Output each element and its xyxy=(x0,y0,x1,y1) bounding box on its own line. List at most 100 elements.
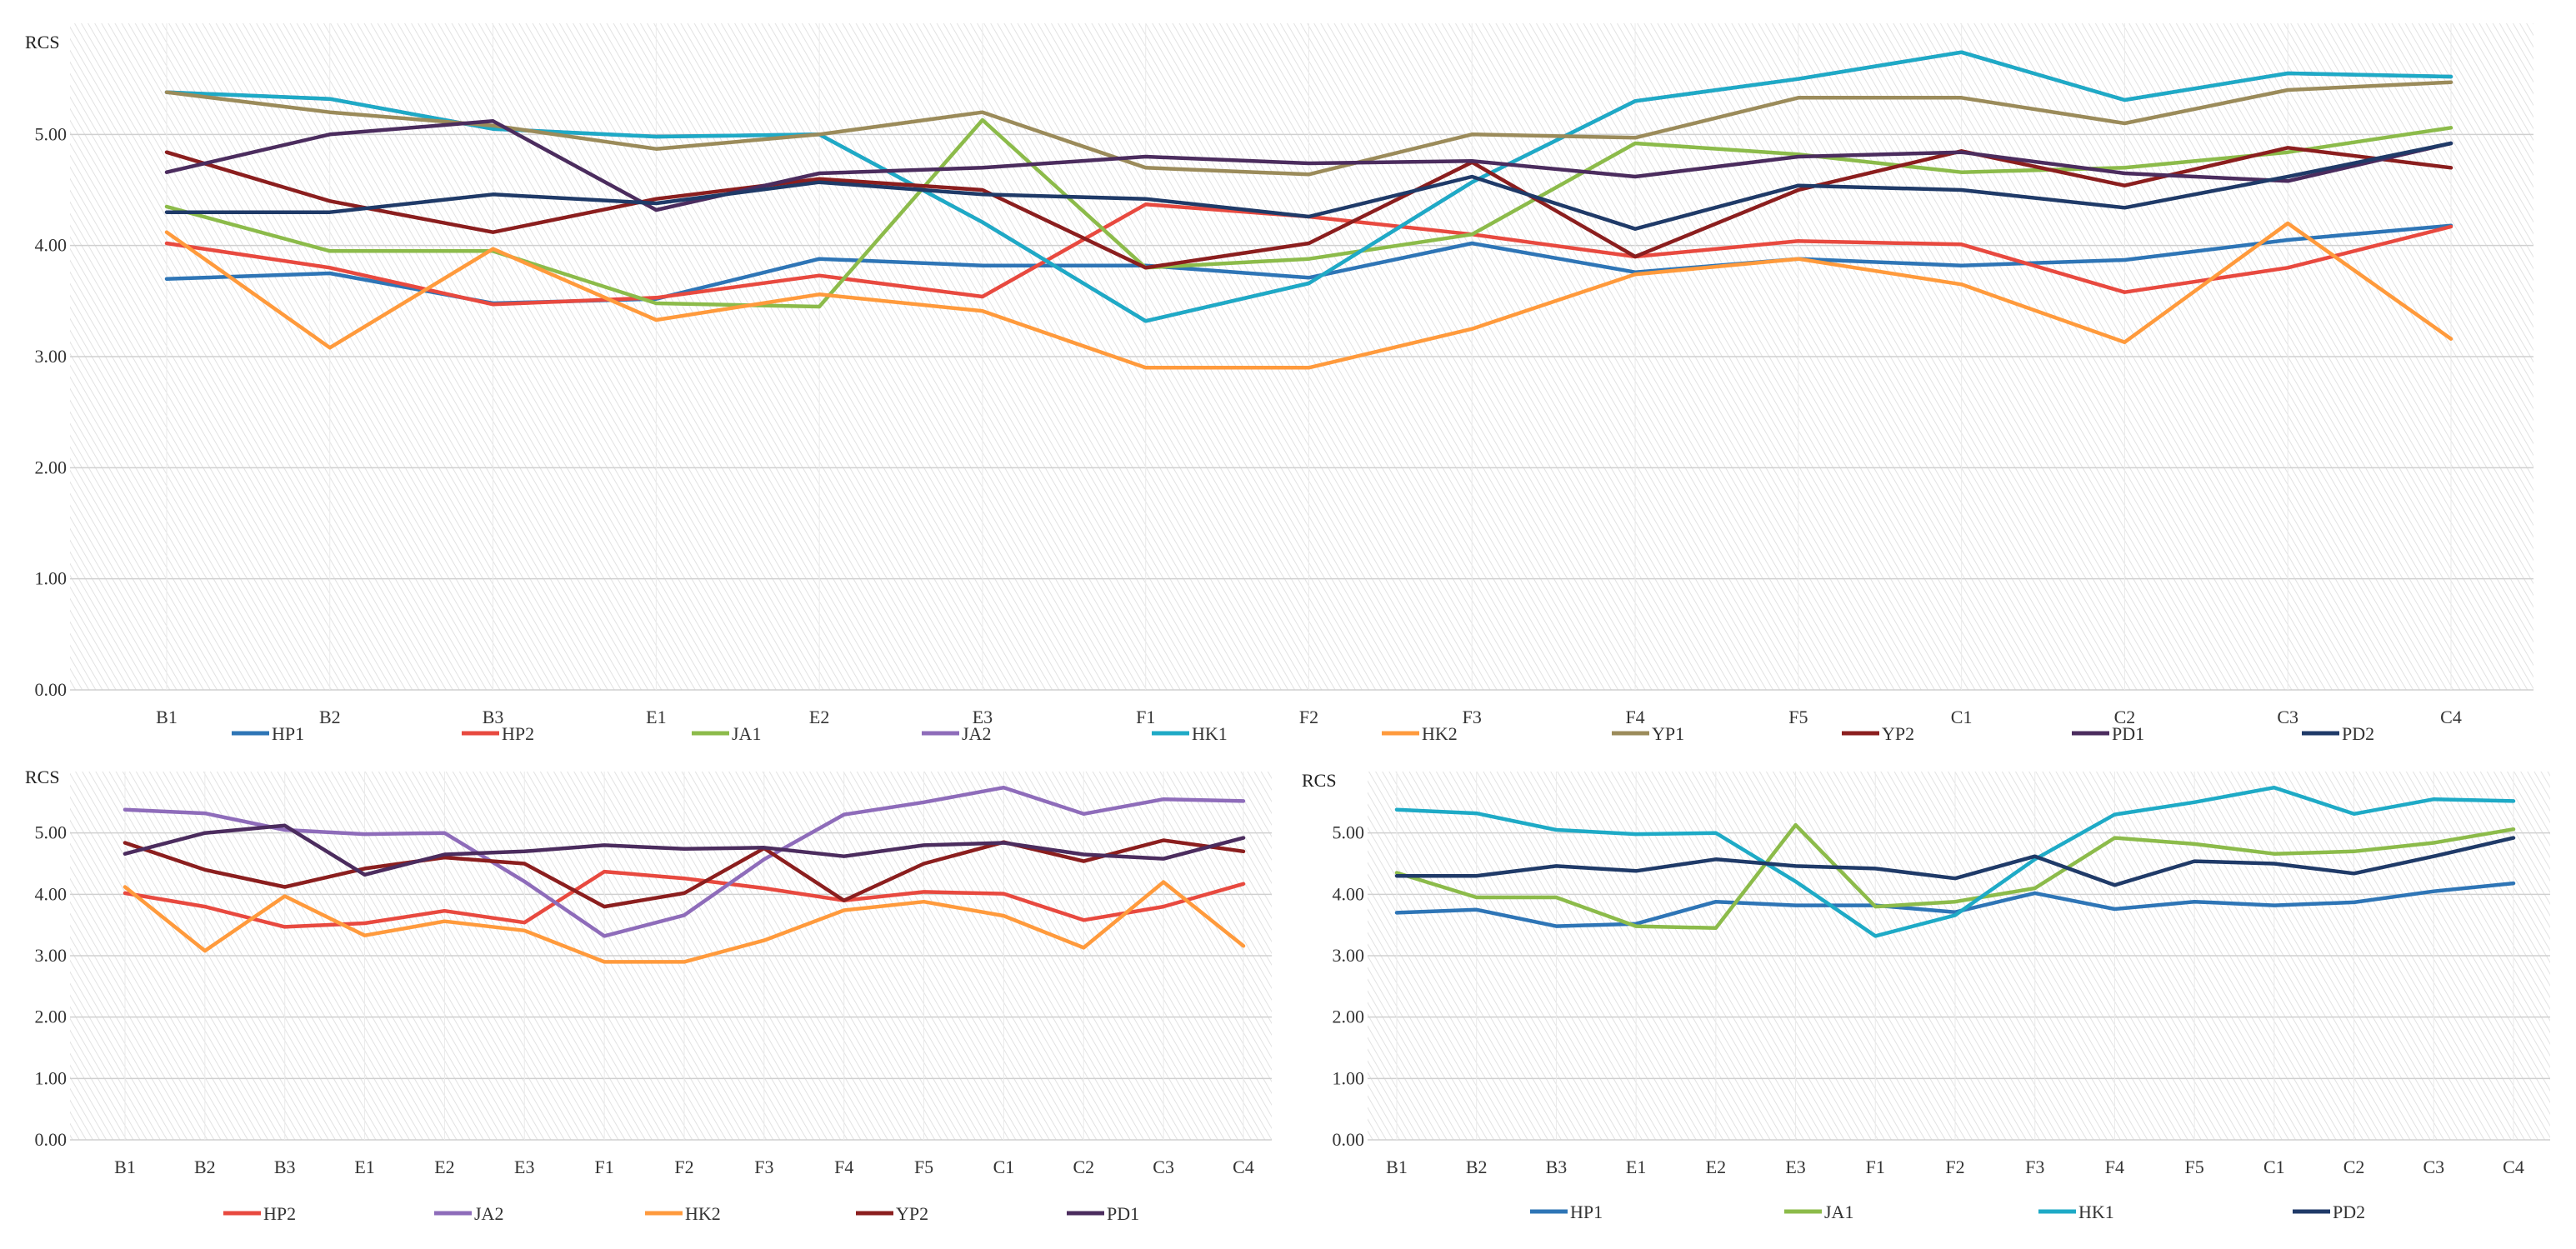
x-tick-label: F5 xyxy=(2185,1157,2204,1177)
x-tick-label: E2 xyxy=(1706,1157,1726,1177)
legend-label: YP1 xyxy=(1652,723,1684,744)
legend-label: HK1 xyxy=(2078,1202,2114,1222)
x-tick-label: E3 xyxy=(973,707,993,727)
y-tick-label: 4.00 xyxy=(1333,883,1365,904)
x-tick-label: E3 xyxy=(514,1157,534,1177)
x-tick-label: E1 xyxy=(354,1157,374,1177)
x-tick-label: F3 xyxy=(2025,1157,2044,1177)
y-tick-label: 4.00 xyxy=(35,235,68,256)
x-tick-label: F2 xyxy=(674,1157,693,1177)
x-tick-label: B2 xyxy=(1466,1157,1488,1177)
series-line-hk2 xyxy=(164,221,2453,370)
legend-label: PD1 xyxy=(2112,723,2144,744)
series-line-pd1 xyxy=(164,119,2453,212)
series-line-pd2 xyxy=(1394,836,2516,887)
x-tick-label: F5 xyxy=(914,1157,933,1177)
y-tick-label: 5.00 xyxy=(35,123,68,144)
x-tick-label: F2 xyxy=(1299,707,1318,727)
legend-label: PD2 xyxy=(2342,723,2374,744)
legend-label: JA1 xyxy=(732,723,761,744)
x-tick-label: C4 xyxy=(2440,707,2462,727)
legend-label: JA1 xyxy=(1824,1202,1853,1222)
y-axis-label: RCS xyxy=(25,767,60,787)
x-tick-label: F3 xyxy=(1463,707,1482,727)
x-tick-label: F2 xyxy=(1945,1157,1964,1177)
x-tick-label: C2 xyxy=(1073,1157,1094,1177)
legend-label: HP1 xyxy=(272,723,304,744)
y-axis-label: RCS xyxy=(25,32,60,52)
y-tick-label: 1.00 xyxy=(1333,1067,1365,1088)
x-tick-label: C2 xyxy=(2343,1157,2365,1177)
x-tick-label: F1 xyxy=(595,1157,614,1177)
y-tick-label: 4.00 xyxy=(35,883,68,904)
x-tick-label: F3 xyxy=(754,1157,773,1177)
series-line-yp1 xyxy=(164,80,2453,177)
series-line-hp1 xyxy=(1394,881,2516,928)
x-tick-label: C3 xyxy=(2277,707,2298,727)
x-tick-label: F1 xyxy=(1136,707,1155,727)
y-tick-label: 3.00 xyxy=(35,346,68,367)
y-tick-label: 0.00 xyxy=(35,679,68,700)
legend-label: HK2 xyxy=(1422,723,1458,744)
series-line-yp2 xyxy=(123,838,1246,909)
bottom-left-chart-panel: 0.00 1.00 2.00 3.00 4.00 5.00 RCS B1 B2 B3 E1 E2 E3 F… xyxy=(25,767,1272,1224)
legend-label: HP2 xyxy=(502,723,534,744)
x-tick-label: F1 xyxy=(1866,1157,1885,1177)
y-tick-label: 2.00 xyxy=(35,457,68,477)
series-line-hk2 xyxy=(123,880,1246,964)
series-line-ja1 xyxy=(164,117,2453,309)
legend-label: PD1 xyxy=(1107,1203,1139,1224)
x-tick-label: C1 xyxy=(2263,1157,2285,1177)
x-tick-label: B1 xyxy=(156,707,178,727)
legend-label: HK2 xyxy=(685,1203,721,1224)
y-tick-label: 0.00 xyxy=(35,1129,68,1150)
x-tick-label: E1 xyxy=(1626,1157,1646,1177)
x-tick-label: F4 xyxy=(834,1157,853,1177)
top-chart-panel: 0.00 1.00 2.00 3.00 4.00 5.00 RCS B1 B2 B3 E1 E2 E3 F… xyxy=(25,23,2533,744)
x-tick-label: B3 xyxy=(274,1157,296,1177)
y-tick-label: 2.00 xyxy=(35,1007,68,1027)
x-tick-label: B1 xyxy=(1386,1157,1408,1177)
x-tick-label: E3 xyxy=(1785,1157,1805,1177)
x-tick-label: C4 xyxy=(1233,1157,1254,1177)
y-tick-label: 3.00 xyxy=(35,945,68,966)
x-tick-label: B1 xyxy=(114,1157,136,1177)
legend-label: HP1 xyxy=(1570,1202,1603,1222)
legend-label: YP2 xyxy=(1882,723,1914,744)
x-tick-label: B2 xyxy=(319,707,341,727)
legend-label: PD2 xyxy=(2333,1202,2365,1222)
series-line-pd1 xyxy=(123,823,1246,877)
x-tick-label: E2 xyxy=(434,1157,454,1177)
x-tick-label: C1 xyxy=(993,1157,1015,1177)
series-line-hp2 xyxy=(123,869,1246,929)
x-tick-label: E2 xyxy=(809,707,829,727)
legend-label: JA2 xyxy=(474,1203,503,1224)
y-tick-label: 1.00 xyxy=(35,568,68,589)
y-tick-label: 3.00 xyxy=(1333,945,1365,966)
bottom-right-chart-panel: 0.00 1.00 2.00 3.00 4.00 5.00 RCS B1 B2 B3 E1 E2 E3 F… xyxy=(1302,770,2550,1222)
x-tick-label: E1 xyxy=(646,707,666,727)
x-tick-label: C2 xyxy=(2114,707,2136,727)
series-line-hk1 xyxy=(1394,785,2516,938)
series-line-pd2 xyxy=(164,141,2453,231)
series-line-yp2 xyxy=(164,146,2453,270)
legend-label: JA2 xyxy=(962,723,991,744)
x-tick-label: B3 xyxy=(483,707,504,727)
legend-label: HP2 xyxy=(263,1203,296,1224)
y-tick-label: 1.00 xyxy=(35,1067,68,1088)
y-tick-label: 5.00 xyxy=(35,822,68,843)
x-tick-label: B2 xyxy=(194,1157,216,1177)
x-tick-label: F5 xyxy=(1788,707,1808,727)
legend-label: HK1 xyxy=(1192,723,1228,744)
x-tick-label: C4 xyxy=(2503,1157,2524,1177)
y-tick-label: 0.00 xyxy=(1333,1129,1365,1150)
series-line-ja2 xyxy=(123,785,1246,938)
x-tick-label: C1 xyxy=(1951,707,1973,727)
x-tick-label: F4 xyxy=(1625,707,1644,727)
y-tick-label: 2.00 xyxy=(1333,1007,1365,1027)
legend-label: YP2 xyxy=(896,1203,928,1224)
y-axis-label: RCS xyxy=(1302,770,1337,791)
series-line-ja1 xyxy=(1394,822,2516,931)
y-tick-label: 5.00 xyxy=(1333,822,1365,843)
